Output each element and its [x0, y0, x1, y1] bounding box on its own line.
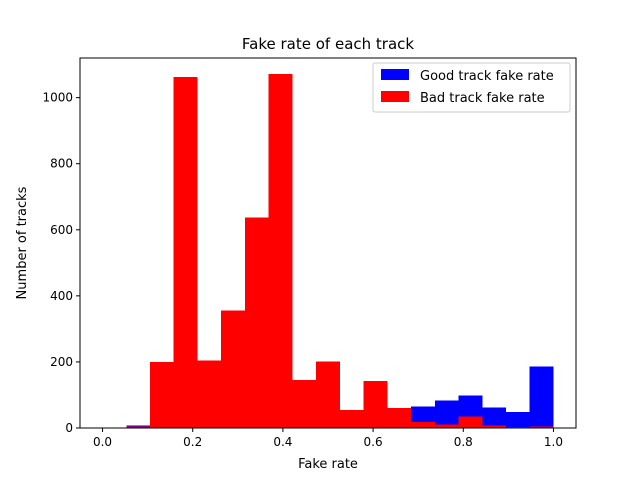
bar-bad-13: [411, 422, 435, 428]
y-tick-label: 200: [50, 355, 73, 369]
axes-frame: [79, 57, 577, 429]
legend-swatch-good: [381, 69, 409, 80]
y-tick-label: 600: [50, 223, 73, 237]
legend-label-good: Good track fake rate: [420, 69, 554, 84]
x-tick-label: 0.4: [273, 435, 292, 449]
x-tick-label: 1.0: [544, 435, 563, 449]
chart-title: Fake rate of each track: [242, 35, 414, 53]
bar-bad-15: [458, 416, 483, 428]
y-tick-label: 800: [50, 157, 73, 171]
x-tick-label: 0.8: [454, 435, 473, 449]
bar-bad-9: [316, 361, 340, 428]
y-tick-label: 400: [50, 289, 73, 303]
bar-bad-14: [434, 424, 459, 428]
bar-bad-2: [150, 361, 174, 428]
y-axis-ticks: 0 200 400 600 800 1000: [42, 91, 80, 435]
bar-bad-6: [244, 217, 269, 428]
x-axis-label: Fake rate: [298, 457, 358, 472]
legend-swatch-bad: [381, 91, 409, 102]
y-tick-label: 0: [65, 421, 73, 435]
x-tick-label: 0.6: [364, 435, 383, 449]
y-axis-label: Number of tracks: [15, 186, 30, 299]
bar-bad-1: [126, 426, 151, 428]
bar-bad-11: [363, 381, 388, 428]
bar-bad-4: [197, 360, 222, 428]
legend-label-bad: Bad track fake rate: [420, 91, 545, 106]
bar-bad-12: [387, 408, 412, 428]
bar-good-14: [434, 400, 459, 428]
bar-bad-18: [529, 426, 554, 428]
x-tick-label: 0.2: [183, 435, 202, 449]
x-axis-ticks: 0.0 0.2 0.4 0.6 0.8 1.0: [93, 428, 563, 449]
bar-good-16: [482, 407, 506, 428]
bars-layer: [126, 73, 554, 429]
bar-bad-3: [173, 77, 198, 429]
bar-good-17: [505, 412, 530, 428]
bar-bad-10: [339, 410, 364, 428]
bar-good-18: [529, 366, 554, 428]
bar-bad-16: [482, 425, 506, 428]
y-tick-label: 1000: [42, 91, 73, 105]
bar-bad-7: [268, 73, 293, 428]
x-tick-label: 0.0: [93, 435, 112, 449]
legend: Good track fake rate Bad track fake rate: [372, 62, 571, 113]
legend-box: [372, 62, 571, 113]
bar-bad-8: [292, 380, 317, 428]
bar-bad-5: [221, 310, 245, 428]
